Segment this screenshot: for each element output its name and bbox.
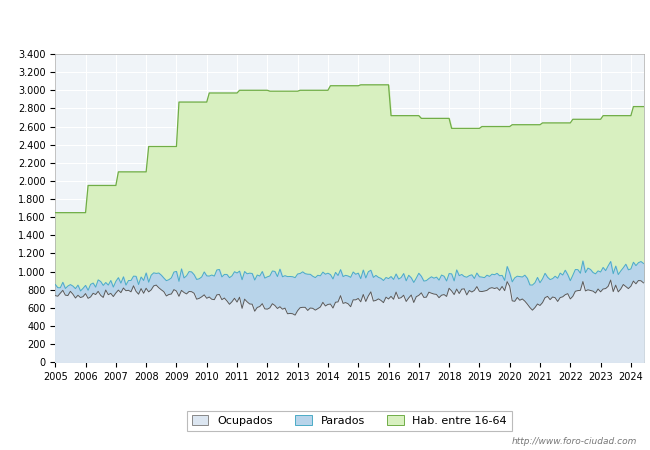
Legend: Ocupados, Parados, Hab. entre 16-64: Ocupados, Parados, Hab. entre 16-64: [187, 411, 512, 431]
Text: Formentera del Segura - Evolucion de la poblacion en edad de Trabajar Mayo de 20: Formentera del Segura - Evolucion de la …: [80, 18, 570, 29]
Text: http://www.foro-ciudad.com: http://www.foro-ciudad.com: [512, 436, 637, 446]
